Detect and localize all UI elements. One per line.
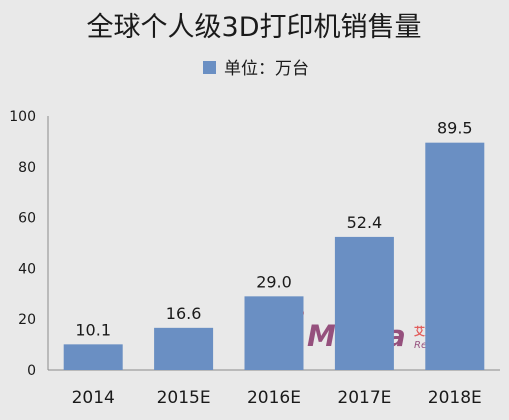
chart-title: 全球个人级3D打印机销售量 xyxy=(87,12,422,43)
bar-2014 xyxy=(63,344,123,370)
y-tick-label: 80 xyxy=(18,160,36,176)
x-axis-tick-labels: 2014 2015E 2016E 2017E 2018E xyxy=(72,388,482,408)
bars xyxy=(63,142,485,370)
bar-data-labels: 10.1 16.6 29.0 52.4 89.5 xyxy=(75,119,472,340)
bar-value-label: 52.4 xyxy=(347,213,383,232)
y-tick-label: 40 xyxy=(18,261,36,277)
bar-2018E xyxy=(425,142,485,370)
x-tick-label: 2015E xyxy=(157,388,211,408)
legend-label: 单位：万台 xyxy=(224,59,309,79)
legend-swatch xyxy=(203,61,216,74)
bar-value-label: 29.0 xyxy=(256,272,292,291)
bar-2016E xyxy=(244,296,304,370)
bar-2017E xyxy=(334,236,394,370)
y-tick-label: 0 xyxy=(27,363,36,379)
x-tick-label: 2016E xyxy=(247,388,301,408)
y-tick-label: 60 xyxy=(18,211,36,227)
bar-value-label: 89.5 xyxy=(437,119,473,138)
x-tick-label: 2018E xyxy=(428,388,482,408)
y-tick-label: 20 xyxy=(18,312,36,328)
x-tick-label: 2017E xyxy=(337,388,391,408)
y-tick-label: 100 xyxy=(9,109,36,125)
y-axis-ticks: 0 20 40 60 80 100 xyxy=(9,109,36,379)
bar-value-label: 16.6 xyxy=(166,304,202,323)
x-tick-label: 2014 xyxy=(72,388,115,408)
bar-value-label: 10.1 xyxy=(75,320,111,339)
bar-2015E xyxy=(154,327,214,370)
